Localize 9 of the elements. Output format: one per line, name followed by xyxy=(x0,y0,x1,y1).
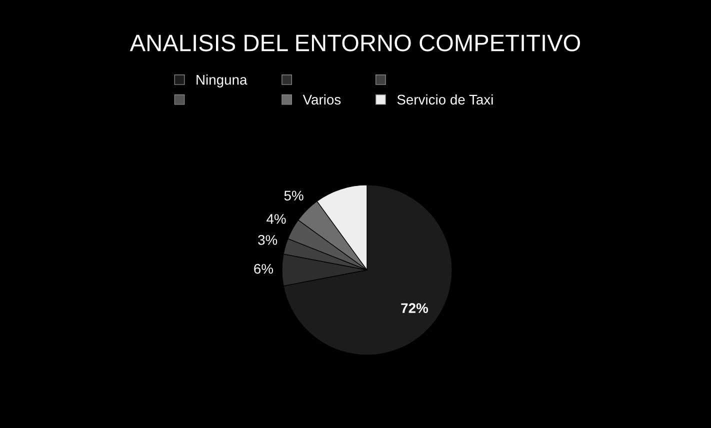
data-label: 5% xyxy=(284,190,304,201)
legend-label: Varios xyxy=(302,94,341,105)
data-label: 6% xyxy=(254,264,274,274)
legend-label: Ninguna xyxy=(196,74,248,88)
legend-label: Servicio de Taxi xyxy=(397,94,493,105)
chart-title: ANALISIS DEL ENTORNO COMPETITIVO xyxy=(130,34,580,52)
data-label: 3% xyxy=(258,235,278,245)
data-label: 4% xyxy=(266,214,286,224)
data-label: 72% xyxy=(401,303,428,313)
